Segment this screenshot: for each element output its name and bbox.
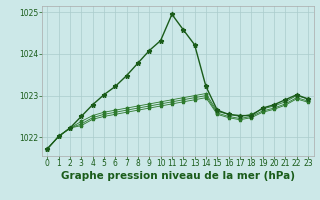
X-axis label: Graphe pression niveau de la mer (hPa): Graphe pression niveau de la mer (hPa) [60, 171, 295, 181]
